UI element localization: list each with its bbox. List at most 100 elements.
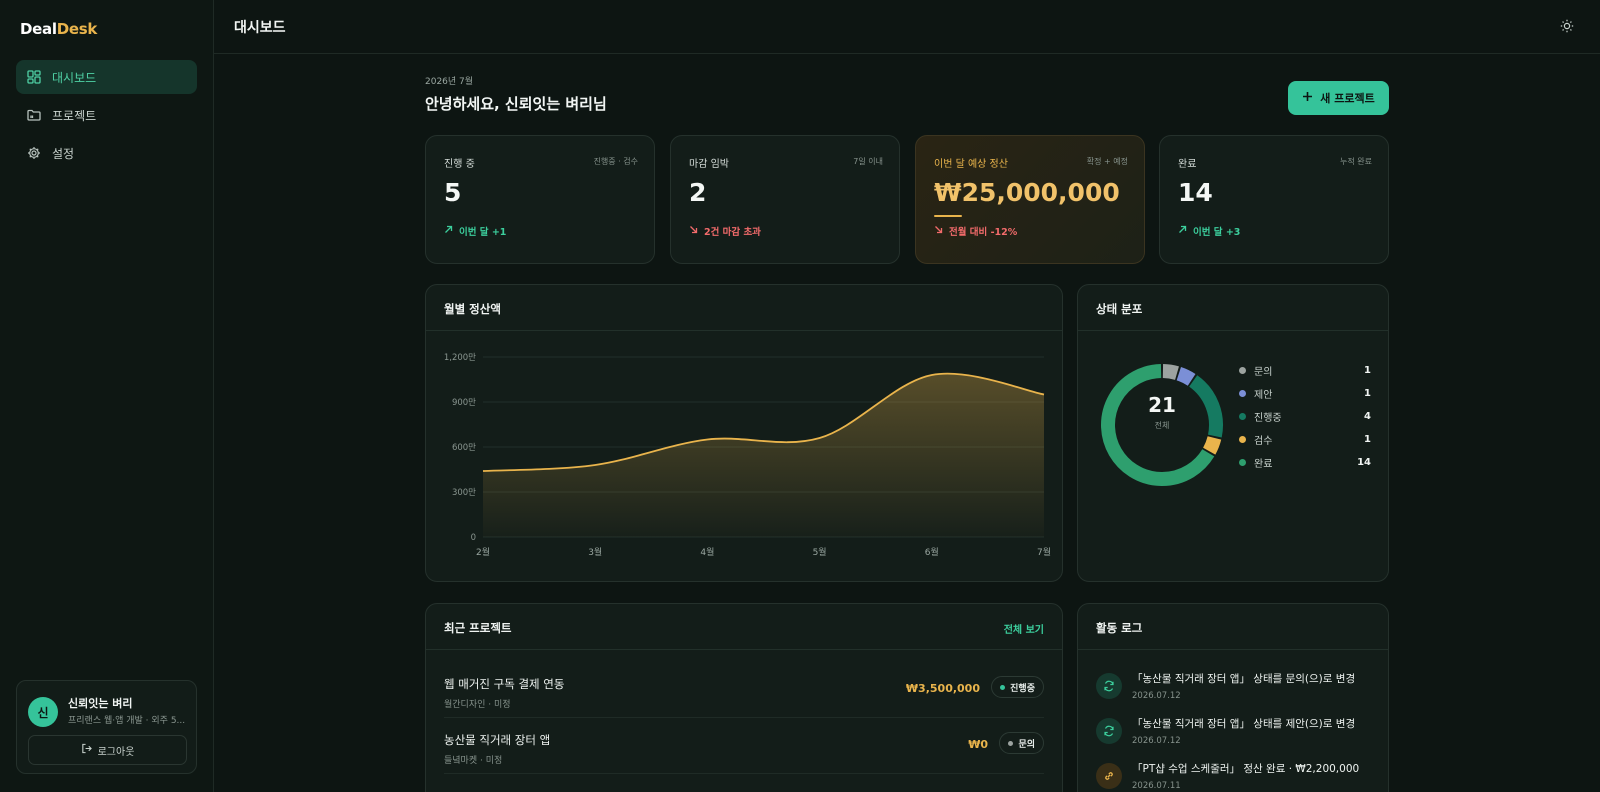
legend-label: 제안 <box>1254 390 1273 401</box>
refresh-icon <box>1096 673 1122 699</box>
legend-dot <box>1239 413 1246 420</box>
legend-dot <box>1239 390 1246 397</box>
y-tick-label: 0 <box>471 533 476 543</box>
status-distribution-panel: 상태 분포 21 전체 문의 1 제안 1 진행중 4 검수 1 완료 14 <box>1077 284 1389 582</box>
stat-card-in-progress[interactable]: 진행 중 진행중 · 검수 5 이번 달 +1 <box>425 135 655 264</box>
stat-card-completed[interactable]: 완료 누적 완료 14 이번 달 +3 <box>1159 135 1389 264</box>
stat-delta: 전월 대비 -12% <box>934 224 1017 238</box>
stat-sub: 진행중 · 검수 <box>593 157 638 166</box>
stat-value: ₩25,000,000 <box>934 178 1120 207</box>
legend-count: 4 <box>1364 411 1371 422</box>
app-logo[interactable]: DealDesk <box>20 20 97 38</box>
new-project-button[interactable]: 새 프로젝트 <box>1288 81 1389 115</box>
user-card: 신 신뢰잇는 벼리 프리랜스 웹·앱 개발 · 외주 5... 로그아웃 <box>16 680 197 774</box>
status-dot <box>1000 684 1006 690</box>
sidebar-item-dashboard[interactable]: 대시보드 <box>16 60 197 94</box>
stat-delta-text: 이번 달 +3 <box>1193 227 1241 238</box>
status-dot <box>1008 740 1014 746</box>
activity-log-item: 「농산물 직거래 장터 앱」 상태를 제안(으)로 변경 2026.07.12 <box>1096 714 1370 758</box>
legend-item: 완료 14 <box>1239 451 1371 474</box>
stat-card-deadline[interactable]: 마감 임박 7일 이내 2 2건 마감 초과 <box>670 135 900 264</box>
user-name: 신뢰잇는 벼리 <box>68 697 133 710</box>
logout-icon <box>81 743 92 757</box>
activity-time: 2026.07.11 <box>1132 781 1181 791</box>
donut-slice[interactable] <box>1101 364 1215 486</box>
donut-slice[interactable] <box>1176 367 1196 386</box>
stat-delta-text: 2건 마감 초과 <box>704 227 761 238</box>
legend-label: 완료 <box>1254 459 1273 470</box>
x-tick-label: 4월 <box>700 546 714 558</box>
greeting: 안녕하세요, 신뢰잇는 벼리님 <box>425 95 607 113</box>
sidebar-item-projects[interactable]: 프로젝트 <box>16 98 197 132</box>
recent-projects-panel: 최근 프로젝트 전체 보기 웹 매거진 구독 결제 연동 월간디자인 · 미정 … <box>425 603 1063 792</box>
legend-dot <box>1239 436 1246 443</box>
status-badge: 진행중 <box>991 676 1044 698</box>
stat-delta-text: 이번 달 +1 <box>459 227 507 238</box>
legend-count: 1 <box>1364 434 1371 445</box>
view-all-link[interactable]: 전체 보기 <box>1003 625 1044 636</box>
avatar[interactable]: 신 <box>28 697 58 727</box>
x-tick-label: 3월 <box>588 546 602 558</box>
stat-delta: 이번 달 +3 <box>1178 224 1240 238</box>
project-row[interactable]: 농산물 직거래 장터 앱 들녘마켓 · 미정 ₩0 문의 <box>444 718 1044 774</box>
stat-sub: 확정 + 예정 <box>1086 157 1128 166</box>
x-tick-label: 6월 <box>925 546 939 558</box>
new-project-label: 새 프로젝트 <box>1320 92 1375 105</box>
sidebar-item-label: 대시보드 <box>52 70 97 85</box>
sidebar: DealDesk 대시보드 프로젝트 설정 신 신뢰잇는 벼리 프리랜스 웹·앱… <box>0 0 214 792</box>
stat-label: 마감 임박 <box>689 159 729 170</box>
y-tick-label: 600만 <box>452 443 476 453</box>
x-tick-label: 5월 <box>813 546 827 558</box>
panel-header: 최근 프로젝트 전체 보기 <box>426 604 1062 650</box>
stat-value: 5 <box>444 178 462 207</box>
legend-label: 검수 <box>1254 436 1273 447</box>
theme-toggle-button[interactable] <box>1558 18 1576 36</box>
gear-icon <box>27 146 41 160</box>
activity-text: 「PT샵 수업 스케줄러」 정산 완료 · ₩2,200,000 <box>1132 763 1360 775</box>
status-legend: 문의 1 제안 1 진행중 4 검수 1 완료 14 <box>1239 359 1371 474</box>
stat-card-expected-settlement[interactable]: 이번 달 예상 정산 확정 + 예정 ₩25,000,000 전월 대비 -12… <box>915 135 1145 264</box>
donut-center: 21 전체 <box>1103 393 1221 431</box>
sidebar-nav: 대시보드 프로젝트 설정 <box>16 60 197 174</box>
y-tick-label: 1,200만 <box>444 353 476 363</box>
stat-delta-text: 전월 대비 -12% <box>949 227 1018 238</box>
legend-item: 제안 1 <box>1239 382 1371 405</box>
area-fill <box>483 373 1044 537</box>
donut-slice[interactable] <box>1203 436 1222 455</box>
panel-title: 상태 분포 <box>1096 302 1143 316</box>
stat-delta: 2건 마감 초과 <box>689 224 761 238</box>
panel-title: 최근 프로젝트 <box>444 621 512 635</box>
activity-time: 2026.07.12 <box>1132 736 1181 746</box>
y-tick-label: 900만 <box>452 398 476 408</box>
stat-value: 2 <box>689 178 707 207</box>
arrow-up-right-icon <box>444 225 453 237</box>
legend-count: 1 <box>1364 388 1371 399</box>
activity-text: 「농산물 직거래 장터 앱」 상태를 문의(으)로 변경 <box>1132 673 1356 685</box>
arrow-down-right-icon <box>934 225 943 237</box>
status-badge: 문의 <box>999 732 1044 754</box>
legend-count: 14 <box>1357 457 1371 468</box>
plus-icon <box>1302 91 1313 105</box>
folder-icon <box>27 108 41 122</box>
refresh-icon <box>1096 718 1122 744</box>
date-label: 2026년 7월 <box>425 77 474 87</box>
donut-slice[interactable] <box>1162 364 1179 380</box>
panel-title: 활동 로그 <box>1096 621 1143 635</box>
logo-part-deal: Deal <box>20 20 57 38</box>
status-donut-chart <box>1101 364 1223 486</box>
logout-button[interactable]: 로그아웃 <box>28 735 187 765</box>
legend-item: 문의 1 <box>1239 359 1371 382</box>
stat-sub: 누적 완료 <box>1340 157 1372 166</box>
donut-total-label: 전체 <box>1154 421 1170 430</box>
panel-header: 월별 정산액 <box>426 285 1062 331</box>
donut-slice[interactable] <box>1188 375 1223 438</box>
activity-log-panel: 활동 로그 「농산물 직거래 장터 앱」 상태를 문의(으)로 변경 2026.… <box>1077 603 1389 792</box>
y-tick-label: 300만 <box>452 488 476 498</box>
link-icon <box>1096 763 1122 789</box>
series-line <box>482 372 1045 472</box>
panel-header: 상태 분포 <box>1078 285 1388 331</box>
sidebar-item-settings[interactable]: 설정 <box>16 136 197 170</box>
project-row[interactable]: 웹 매거진 구독 결제 연동 월간디자인 · 미정 ₩3,500,000 진행중 <box>444 662 1044 718</box>
user-subtitle: 프리랜스 웹·앱 개발 · 외주 5... <box>68 716 186 726</box>
status-label: 진행중 <box>1010 683 1035 694</box>
